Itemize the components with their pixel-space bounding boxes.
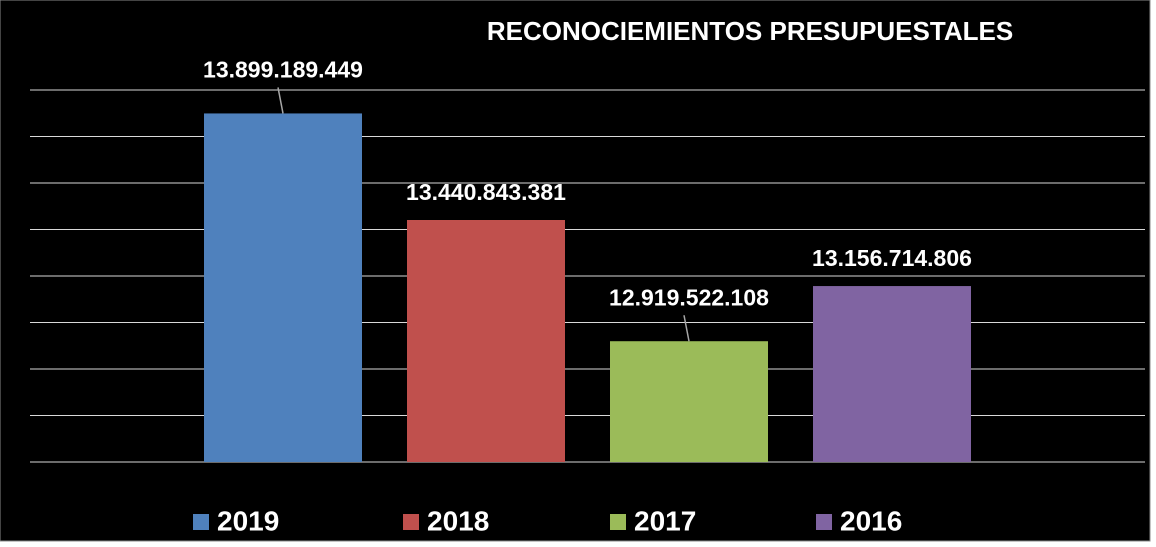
legend-label: 2019 <box>217 505 279 536</box>
legend-swatch <box>193 514 209 530</box>
chart-title: RECONOCIEMIENTOS PRESUPUESTALES <box>487 16 1013 46</box>
bar <box>610 341 768 462</box>
leader-line <box>277 87 284 114</box>
bar <box>204 113 362 463</box>
legend-swatch <box>816 514 832 530</box>
legend-swatch <box>403 514 419 530</box>
data-label: 13.899.189.449 <box>203 57 363 83</box>
legend-label: 2016 <box>840 505 902 536</box>
data-label: 12.919.522.108 <box>609 284 769 310</box>
bar <box>407 220 565 462</box>
data-label: 13.440.843.381 <box>406 179 566 205</box>
legend-swatch <box>610 514 626 530</box>
legend-label: 2018 <box>427 505 489 536</box>
data-label: 13.156.714.806 <box>812 245 972 271</box>
legend-label: 2017 <box>634 505 696 536</box>
bar <box>813 286 971 462</box>
leader-line <box>683 315 690 342</box>
